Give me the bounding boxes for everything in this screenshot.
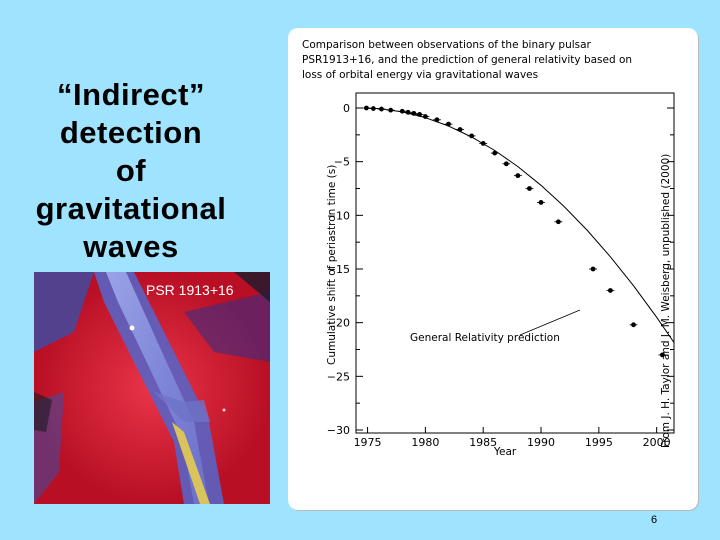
slide-title: “Indirect” detection of gravitational wa…: [0, 76, 262, 266]
pulsar-label: PSR 1913+16: [146, 282, 234, 298]
x-tick-label: 1975: [354, 436, 382, 449]
x-tick-label: 1985: [469, 436, 497, 449]
title-line: detection: [59, 115, 203, 150]
y-tick-label: −5: [334, 156, 350, 169]
x-tick-label: 2000: [643, 436, 671, 449]
x-tick-label: 1980: [411, 436, 439, 449]
y-tick-label: 0: [343, 102, 350, 115]
x-tick-label: 1990: [527, 436, 555, 449]
figure-panel: Comparison between observations of the b…: [288, 28, 698, 510]
caption-line: PSR1913+16, and the prediction of genera…: [302, 54, 632, 66]
gr-prediction-curve: [365, 107, 675, 343]
credit-text: From J. H. Taylor and J. M. Weisberg, un…: [660, 154, 672, 448]
periastron-chart: Comparison between observations of the b…: [302, 39, 675, 458]
y-tick-label: −15: [327, 263, 350, 276]
y-tick-label: −20: [327, 317, 350, 330]
title-line: of: [115, 153, 147, 188]
pulsar-radio-image: PSR 1913+16: [34, 272, 270, 504]
y-axis-label: Cumulative shift of periastron time (s): [326, 165, 338, 365]
y-tick-label: −10: [327, 209, 350, 222]
y-tick-label: −25: [327, 370, 350, 383]
pulsar-image-art: [34, 272, 270, 504]
title-line: “Indirect”: [57, 77, 205, 112]
y-tick-label: −30: [327, 424, 350, 437]
title-line: waves: [83, 229, 179, 264]
x-axis-label: Year: [493, 446, 517, 458]
slide-number: 6: [651, 514, 658, 526]
prediction-label: General Relativity prediction: [410, 332, 560, 344]
title-line: gravitational: [35, 191, 227, 226]
prediction-pointer: [519, 309, 581, 336]
plot-frame: [355, 92, 675, 434]
x-tick-label: 1995: [585, 436, 613, 449]
caption-line: Comparison between observations of the b…: [302, 39, 592, 51]
caption-line: loss of orbital energy via gravitational…: [302, 69, 538, 81]
